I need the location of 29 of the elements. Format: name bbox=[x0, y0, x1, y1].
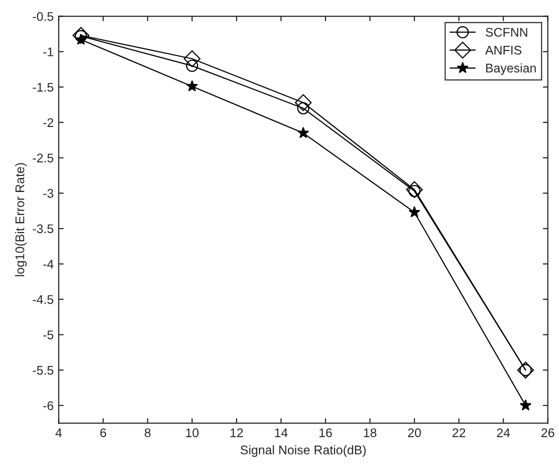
y-axis-title: log10(Bit Error Rate) bbox=[15, 163, 27, 276]
y-tick-label: -5.5 bbox=[32, 366, 54, 375]
x-tick-label: 8 bbox=[144, 428, 151, 438]
y-tick-label: -4 bbox=[43, 260, 54, 268]
y-tick-label: -2.5 bbox=[32, 154, 54, 162]
y-tick-label: -1 bbox=[43, 48, 54, 56]
x-tick-label: 26 bbox=[542, 428, 554, 438]
y-tick-label: -6 bbox=[43, 401, 54, 410]
x-tick-label: 22 bbox=[452, 428, 466, 438]
x-tick-label: 4 bbox=[56, 428, 62, 438]
x-tick-label: 18 bbox=[364, 428, 376, 438]
y-tick-label: -1.5 bbox=[32, 82, 54, 92]
x-tick-label: 16 bbox=[319, 428, 332, 438]
legend-label: Bayesian bbox=[486, 63, 536, 75]
x-tick-label: 10 bbox=[186, 428, 199, 438]
y-tick-label: -5 bbox=[43, 330, 54, 340]
x-tick-label: 12 bbox=[230, 428, 243, 438]
x-tick-label: 14 bbox=[275, 428, 288, 438]
legend-label: SCFNN bbox=[486, 28, 528, 37]
y-tick-label: -0.5 bbox=[32, 12, 54, 21]
y-tick-label: -4.5 bbox=[32, 295, 54, 304]
x-tick-label: 6 bbox=[100, 428, 106, 438]
y-tick-label: -3.5 bbox=[32, 224, 54, 234]
x-tick-label: 24 bbox=[497, 428, 510, 438]
x-axis-title: Signal Noise Ratio(dB) bbox=[240, 445, 366, 457]
legend-label: ANFIS bbox=[485, 46, 522, 55]
y-tick-label: -3 bbox=[43, 188, 54, 198]
x-tick-label: 20 bbox=[408, 428, 421, 438]
y-tick-label: -2 bbox=[43, 118, 54, 127]
